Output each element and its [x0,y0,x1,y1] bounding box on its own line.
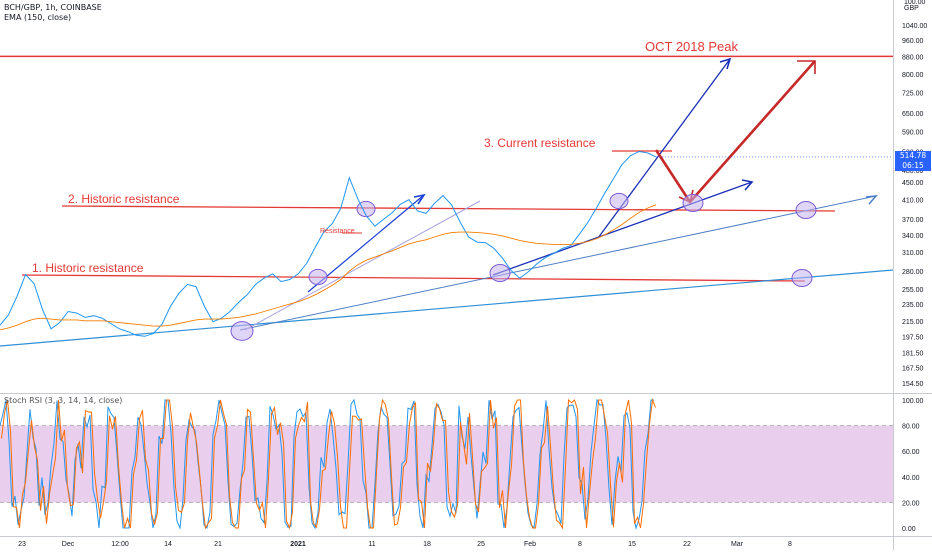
axis-currency-label: GBP [904,5,919,12]
time-tick-label: 8 [788,541,792,548]
arrowhead-icon [797,60,816,74]
time-axis[interactable]: 23 Dec 12:00 14 21 2021 11 18 25 Feb 8 15 22 Mar 8 [18,541,792,548]
touch-point-circle [489,264,511,282]
resistance-label: Resistance [320,228,355,235]
stoch-rsi-tick-label: 40.00 [902,475,920,482]
price-tick-label: 800.00 [902,72,924,79]
price-tick-label: 410.00 [902,198,924,205]
touch-point-circle [791,269,813,287]
price-tick-label: 340.00 [902,233,924,240]
price-tick-label: 450.00 [902,180,924,187]
price-tick-label: 280.00 [902,269,924,276]
time-tick-label: 2021 [290,541,306,548]
price-axis-top-label: 100.00 [904,0,926,6]
price-tick-label: 310.00 [902,250,924,257]
arrowhead-icon [413,193,426,205]
historic-resistance-1-label: 1. Historic resistance [32,261,144,275]
time-tick-label: 25 [477,541,485,548]
stoch-rsi-tick-label: 100.00 [902,398,924,405]
stoch-rsi-tick-label: 80.00 [902,424,920,431]
projection-short-line [492,181,753,276]
last-price-value: 514.78 [899,151,927,160]
stoch-rsi-tick-label: 60.00 [902,449,920,456]
touch-point-circle [308,268,328,286]
long-uptrend-line [0,269,894,347]
stoch-rsi-legend[interactable]: Stoch RSI (3, 3, 14, 14, close) [4,396,123,405]
price-tick-label: 1040.00 [902,23,927,30]
historic-resistance-1-line [21,274,806,282]
ema-line[interactable] [0,204,657,331]
time-tick-label: 21 [214,541,222,548]
price-tick-label: 197.50 [902,335,924,342]
ema-indicator-legend[interactable]: EMA (150, close) [4,13,72,22]
price-tick-label: 181.50 [902,351,924,358]
price-pane-background [0,0,893,393]
time-tick-label: 22 [683,541,691,548]
price-tick-label: 255.00 [902,287,924,294]
time-tick-label: 12:00 [111,541,129,548]
time-tick-label: Mar [731,541,744,548]
price-line[interactable] [0,150,657,337]
touch-point-circle [795,201,817,219]
stoch-rsi-tick-label: 20.00 [902,500,920,507]
price-axis[interactable]: 1040.00 960.00 880.00 800.00 725.00 650.00 590… [902,23,927,388]
time-tick-label: 11 [368,541,375,548]
time-tick-label: 15 [628,541,636,548]
current-resistance-label: 3. Current resistance [484,136,596,150]
arrowhead-icon [865,195,878,205]
symbol-header[interactable]: BCH/GBP, 1h, COINBASE [4,3,102,12]
price-tick-label: 480.00 [902,168,924,175]
price-tick-label: 880.00 [902,54,924,61]
price-tick-label: 650.00 [902,111,924,118]
last-price-badge: 514.78 06:15 [895,151,931,171]
mid-uptrend-line [239,195,877,331]
price-tick-label: 167.50 [902,366,924,373]
stoch-rsi-tick-label: 0.00 [902,526,916,533]
price-tick-label: 725.00 [902,91,924,98]
time-tick-label: 23 [18,541,26,548]
faint-trend-line [244,200,481,331]
historic-resistance-2-label: 2. Historic resistance [68,192,180,206]
bar-countdown: 06:15 [902,161,924,170]
time-tick-label: 8 [578,541,582,548]
stoch-rsi-k-line [0,398,654,530]
touch-point-circle [230,321,254,341]
time-tick-label: 14 [164,541,172,548]
historic-resistance-2-line [61,205,836,212]
price-tick-label: 960.00 [902,38,924,45]
arrowhead-icon [719,57,732,70]
price-tick-label: 154.50 [902,381,924,388]
arrowhead-icon [741,179,754,191]
price-tick-label: 370.00 [902,217,924,224]
touch-point-circle [609,192,629,210]
price-tick-label: 590.00 [902,129,924,136]
drawing-layer [0,55,894,347]
touch-point-circle [682,194,704,212]
oct-2018-peak-label: OCT 2018 Peak [645,39,738,54]
price-series-layer[interactable] [0,150,893,337]
time-tick-label: Dec [62,541,75,548]
price-tick-label: 235.00 [902,302,924,309]
time-tick-label: 18 [423,541,431,548]
stoch-rsi-d-line [1,398,656,530]
stoch-rsi-pane[interactable]: 100.00 80.00 60.00 40.00 20.00 0.00 [0,398,924,533]
price-tick-label: 215.00 [902,319,924,326]
annotation-layer: OCT 2018 Peak 3. Current resistance 2. His… [32,39,738,275]
time-tick-label: Feb [524,541,536,548]
